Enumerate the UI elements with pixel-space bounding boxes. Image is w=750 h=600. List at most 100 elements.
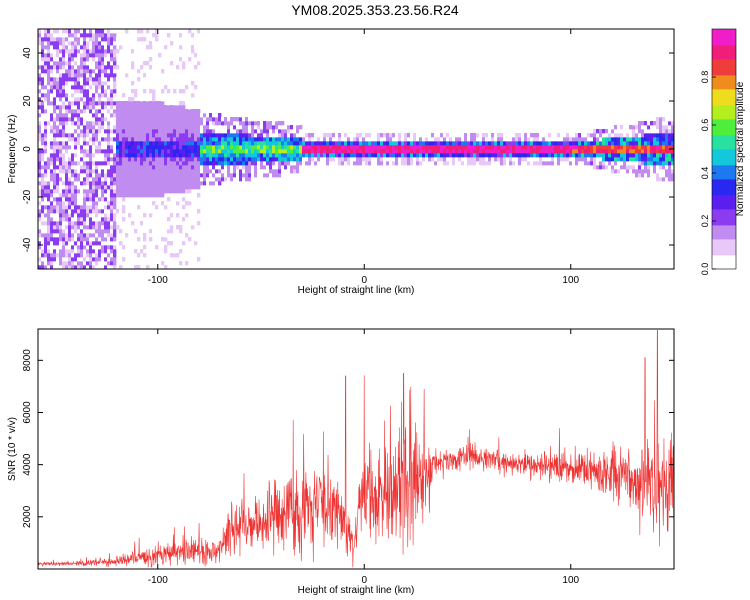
spectrogram-cell	[533, 225, 537, 230]
spectrogram-cell	[152, 121, 156, 126]
spectrogram-cell	[281, 125, 285, 130]
spectrogram-cell	[95, 157, 99, 162]
spectrogram-cell	[140, 141, 144, 146]
spectrogram-cell	[239, 41, 243, 46]
spectrogram-cell	[290, 129, 294, 134]
spectrogram-cell	[155, 173, 159, 178]
spectrogram-cell	[248, 137, 252, 142]
spectrogram-cell	[152, 149, 156, 154]
spectrogram-cell	[665, 145, 669, 150]
spectrogram-cell	[113, 161, 117, 166]
spectrogram-cell	[134, 149, 138, 154]
spectrogram-cell	[437, 161, 441, 166]
spectrogram-cell	[56, 45, 60, 50]
spectrogram-cell	[77, 241, 81, 246]
colorbar-step	[712, 257, 736, 260]
spectrogram-cell	[137, 77, 141, 82]
spectrogram-cell	[65, 121, 69, 126]
spectrogram-cell	[137, 205, 141, 210]
spectrogram-cell	[113, 205, 117, 210]
spectrogram-cell	[65, 129, 69, 134]
spectrogram-cell	[152, 117, 156, 122]
spectrogram-cell	[107, 197, 111, 202]
spectrogram-cell	[464, 141, 468, 146]
spectrogram-cell	[185, 265, 189, 270]
spectrogram-cell	[47, 77, 51, 82]
spectrogram-cell	[71, 197, 75, 202]
spectrogram-cell	[101, 85, 105, 90]
spectrogram-cell	[98, 189, 102, 194]
spectrogram-cell	[302, 197, 306, 202]
spectrogram-cell	[164, 233, 168, 238]
spectrogram-cell	[194, 241, 198, 246]
spectrogram-cell	[137, 189, 141, 194]
spectrogram-cell	[470, 197, 474, 202]
spectrogram-cell	[191, 149, 195, 154]
spectrogram-cell	[149, 137, 153, 142]
spectrogram-cell	[485, 157, 489, 162]
spectrogram-cell	[71, 221, 75, 226]
spectrogram-cell	[98, 85, 102, 90]
spectrogram-cell	[656, 121, 660, 126]
spectrogram-cell	[191, 225, 195, 230]
spectrogram-cell	[167, 33, 171, 38]
spectrogram-cell	[368, 145, 372, 150]
spectrogram-cell	[206, 145, 210, 150]
spectrogram-cell	[182, 109, 186, 114]
spectrogram-cell	[563, 133, 567, 138]
spectrogram-cell	[587, 173, 591, 178]
spectrogram-cell	[245, 157, 249, 162]
spectrogram-cell	[80, 237, 84, 242]
spectrogram-cell	[293, 165, 297, 170]
spectrogram-cell	[128, 105, 132, 110]
spectrogram-cell	[395, 81, 399, 86]
spectrogram-cell	[110, 105, 114, 110]
spectrogram-cell	[56, 109, 60, 114]
spectrogram-cell	[650, 249, 654, 254]
spectrogram-cell	[110, 149, 114, 154]
spectrogram-cell	[641, 161, 645, 166]
spectrogram-cell	[668, 125, 672, 130]
spectrogram-cell	[215, 149, 219, 154]
spectrogram-cell	[386, 137, 390, 142]
spectrogram-cell	[89, 73, 93, 78]
spectrogram-cell	[230, 185, 234, 190]
spectrogram-cell	[647, 161, 651, 166]
spectrogram-cell	[56, 161, 60, 166]
spectrogram-cell	[602, 177, 606, 182]
spectrogram-cell	[230, 129, 234, 134]
spectrogram-cell	[212, 69, 216, 74]
spectrogram-cell	[218, 149, 222, 154]
spectrogram-cell	[158, 173, 162, 178]
spectrogram-cell	[281, 141, 285, 146]
spectrogram-cell	[215, 157, 219, 162]
spectrogram-cell	[83, 45, 87, 50]
spectrogram-cell	[92, 101, 96, 106]
spectrogram-cell	[98, 221, 102, 226]
spectrogram-cell	[401, 141, 405, 146]
spectrogram-cell	[494, 221, 498, 226]
spectrogram-cell	[95, 117, 99, 122]
spectrogram-cell	[320, 149, 324, 154]
spectrogram-cell	[353, 145, 357, 150]
spectrogram-cell	[71, 165, 75, 170]
spectrogram-cell	[209, 177, 213, 182]
spectrogram-cell	[191, 169, 195, 174]
spectrogram-cell	[77, 249, 81, 254]
spectrogram-cell	[170, 157, 174, 162]
spectrogram-cell	[461, 161, 465, 166]
spectrogram-cell	[320, 137, 324, 142]
spectrogram-cell	[203, 185, 207, 190]
spectrogram-cell	[116, 185, 120, 190]
spectrogram-cell	[629, 141, 633, 146]
spectrogram-cell	[53, 101, 57, 106]
spectrogram-cell	[269, 77, 273, 82]
spectrogram-cell	[401, 61, 405, 66]
spectrogram-cell	[476, 161, 480, 166]
spectrogram-cell	[350, 153, 354, 158]
spectrogram-cell	[251, 161, 255, 166]
spectrogram-cell	[296, 141, 300, 146]
spectrogram-cell	[86, 245, 90, 250]
spectrogram-cell	[155, 205, 159, 210]
spectrogram-cell	[56, 221, 60, 226]
